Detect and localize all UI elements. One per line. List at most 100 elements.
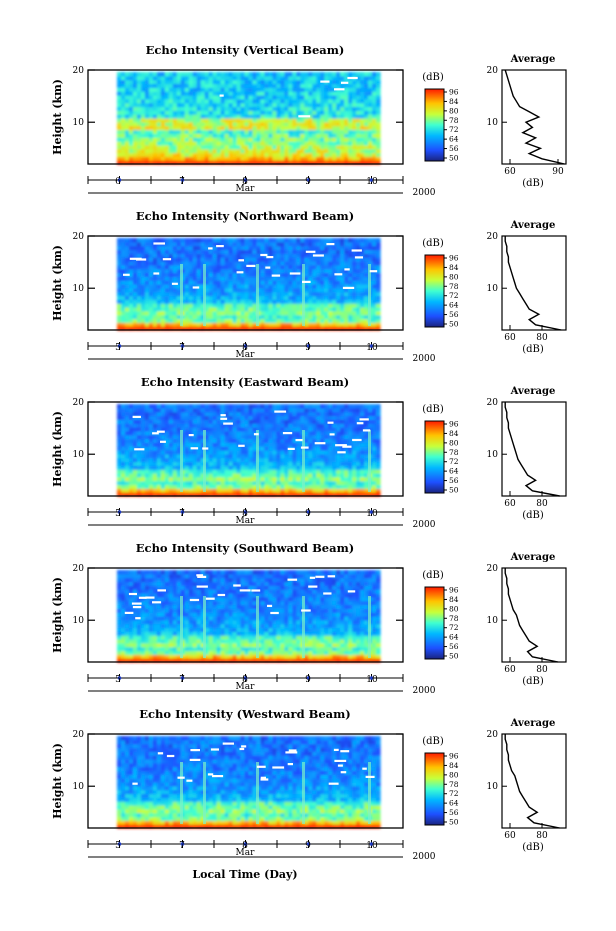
y-tick-label: 10 (73, 782, 85, 792)
colorbar-tick: 72 (449, 291, 459, 300)
y-axis-label: Height (km) (51, 245, 64, 321)
colorbar-tick: 56 (449, 144, 459, 153)
colorbar-tick: 72 (449, 623, 459, 632)
x-tick-label: 5 (115, 675, 121, 685)
panel-2: Echo Intensity (Northward Beam) 10 20 Heigh… (51, 209, 567, 364)
average-x-tick: 60 (504, 333, 516, 343)
x-tick-label: 7 (179, 343, 185, 353)
colorbar-tick: 78 (449, 448, 459, 457)
panel-5: Echo Intensity (Westward Beam) 10 20 Height… (51, 707, 567, 862)
heatmap-area (117, 238, 381, 331)
y-axis-label: Height (km) (51, 743, 64, 819)
average-xlabel: (dB) (522, 842, 544, 853)
panel-title: Echo Intensity (Eastward Beam) (141, 375, 349, 389)
colorbar-tick: 80 (449, 272, 459, 281)
y-axis-label: Height (km) (51, 411, 64, 487)
colorbar (424, 88, 445, 162)
average-xlabel: (dB) (522, 676, 544, 687)
average-y-tick: 10 (487, 118, 499, 128)
colorbar-tick: 84 (449, 263, 459, 272)
average-profile-line (504, 69, 565, 165)
average-frame (501, 69, 567, 165)
x-tick-label: 8 (242, 343, 248, 353)
colorbar-tick: 50 (449, 652, 459, 661)
month-label: Mar (236, 682, 256, 692)
average-y-tick: 20 (487, 398, 499, 408)
average-profile-line (504, 236, 562, 331)
average-x-tick: 60 (504, 831, 516, 841)
average-frame (501, 733, 567, 829)
average-y-tick: 10 (487, 450, 499, 460)
colorbar-tick: 80 (449, 438, 459, 447)
colorbar-tick: 64 (449, 301, 459, 310)
y-tick-label: 10 (73, 616, 85, 626)
panel-3: Echo Intensity (Eastward Beam) 10 20 Height… (51, 375, 567, 530)
colorbar-tick: 96 (449, 586, 459, 595)
colorbar-tick: 78 (449, 116, 459, 125)
average-x-tick: 80 (536, 499, 548, 509)
colorbar-tick: 78 (449, 780, 459, 789)
x-tick-label: 9 (305, 177, 311, 187)
colorbar-unit: (dB) (422, 238, 444, 249)
heatmap-area (117, 736, 381, 829)
x-tick-label: 5 (115, 343, 121, 353)
colorbar-unit: (dB) (422, 570, 444, 581)
average-y-tick: 20 (487, 66, 499, 76)
colorbar-unit: (dB) (422, 72, 444, 83)
colorbar-tick: 50 (449, 486, 459, 495)
plot-frame (87, 733, 404, 829)
average-x-tick: 80 (536, 333, 548, 343)
y-tick-label: 20 (73, 66, 85, 76)
x-axis-title: Local Time (Day) (192, 868, 297, 881)
average-x-tick: 80 (536, 831, 548, 841)
colorbar-tick: 64 (449, 633, 459, 642)
average-panel: Average 10 20 60 80(dB) (487, 220, 567, 355)
year-label: 2000 (413, 852, 436, 862)
y-axis-label: Height (km) (51, 577, 64, 653)
average-y-tick: 10 (487, 284, 499, 294)
average-profile-line (504, 568, 559, 663)
colorbar-tick: 56 (449, 310, 459, 319)
panel-title: Echo Intensity (Westward Beam) (139, 707, 350, 721)
colorbar-tick: 50 (449, 320, 459, 329)
average-x-tick: 60 (504, 167, 516, 177)
average-frame (501, 401, 567, 497)
heatmap-area (117, 570, 381, 663)
y-tick-label: 10 (73, 284, 85, 294)
year-label: 2000 (413, 520, 436, 530)
average-y-tick: 10 (487, 782, 499, 792)
colorbar-unit: (dB) (422, 736, 444, 747)
plot-frame (87, 401, 404, 497)
colorbar-tick: 80 (449, 106, 459, 115)
average-panel: Average 10 20 60 90 (dB) (487, 54, 567, 189)
colorbar-tick: 64 (449, 467, 459, 476)
heatmap-area (117, 72, 381, 165)
panel-title: Echo Intensity (Southward Beam) (136, 541, 354, 555)
colorbar-tick: 80 (449, 770, 459, 779)
average-y-tick: 20 (487, 564, 499, 574)
panel-4: Echo Intensity (Southward Beam) 10 20 Heigh… (51, 541, 567, 696)
colorbar-tick: 84 (449, 429, 459, 438)
x-tick-label: 10 (366, 177, 378, 187)
average-xlabel: (dB) (522, 178, 544, 189)
x-tick-label: 9 (305, 841, 311, 851)
x-tick-label: 6 (115, 177, 121, 187)
x-tick-label: 9 (305, 675, 311, 685)
colorbar-tick: 96 (449, 420, 459, 429)
month-label: Mar (236, 516, 256, 526)
y-tick-label: 20 (73, 232, 85, 242)
colorbar-tick: 72 (449, 789, 459, 798)
average-y-tick: 20 (487, 232, 499, 242)
panel-1: Echo Intensity (Vertical Beam) 10 20 Height… (51, 43, 567, 198)
x-tick-label: 7 (179, 177, 185, 187)
average-xlabel: (dB) (522, 344, 544, 355)
average-x-tick: 60 (504, 499, 516, 509)
average-panel: Average 10 20 60 80(dB) (487, 386, 567, 521)
colorbar-tick: 56 (449, 808, 459, 817)
average-x-tick: 90 (552, 167, 564, 177)
panel-title: Echo Intensity (Northward Beam) (136, 209, 354, 223)
colorbar (424, 752, 445, 826)
x-tick-label: 10 (366, 841, 378, 851)
average-y-tick: 10 (487, 616, 499, 626)
